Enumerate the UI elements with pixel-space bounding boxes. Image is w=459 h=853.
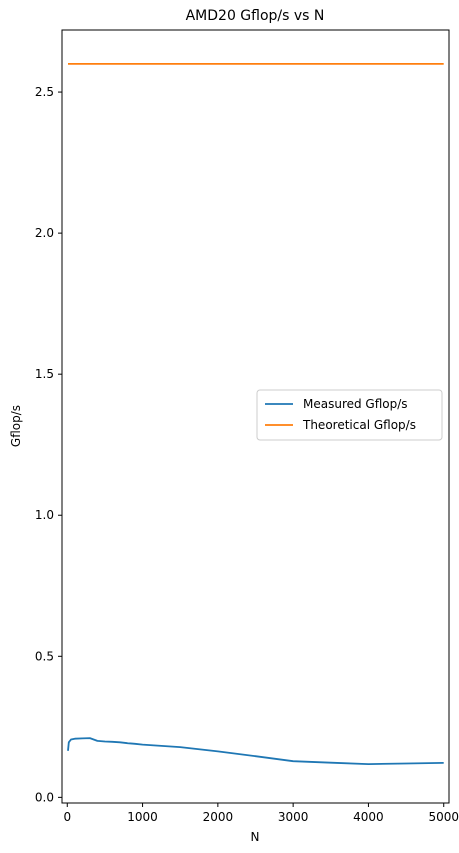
y-tick-label: 2.5 [35, 85, 54, 99]
legend: Measured Gflop/s Theoretical Gflop/s [256, 389, 443, 441]
y-tick-label: 0.5 [35, 649, 54, 663]
chart-title: AMD20 Gflop/s vs N [186, 8, 325, 24]
x-tick-label: 1000 [127, 810, 158, 824]
series-line-measured-gflop-s [67, 737, 444, 765]
y-tick-label: 0.0 [35, 790, 54, 804]
legend-box [256, 389, 443, 441]
y-tick-label: 2.0 [35, 226, 54, 240]
y-axis: 0.0 0.5 1.0 1.5 2.0 2.5 [35, 85, 62, 804]
x-tick-label: 2000 [203, 810, 234, 824]
x-tick-label: 0 [63, 810, 71, 824]
y-tick-label: 1.5 [35, 367, 54, 381]
y-tick-label: 1.0 [35, 508, 54, 522]
x-tick-label: 5000 [428, 810, 459, 824]
legend-label: Measured Gflop/s [303, 397, 408, 411]
legend-label: Theoretical Gflop/s [302, 418, 416, 432]
y-axis-label: Gflop/s [9, 405, 23, 447]
series-layer [67, 63, 444, 765]
x-tick-label: 3000 [278, 810, 309, 824]
x-axis-label: N [251, 830, 260, 844]
plot-frame [61, 29, 450, 804]
x-axis: 0 1000 2000 3000 4000 5000 [63, 803, 459, 824]
x-tick-label: 4000 [353, 810, 384, 824]
